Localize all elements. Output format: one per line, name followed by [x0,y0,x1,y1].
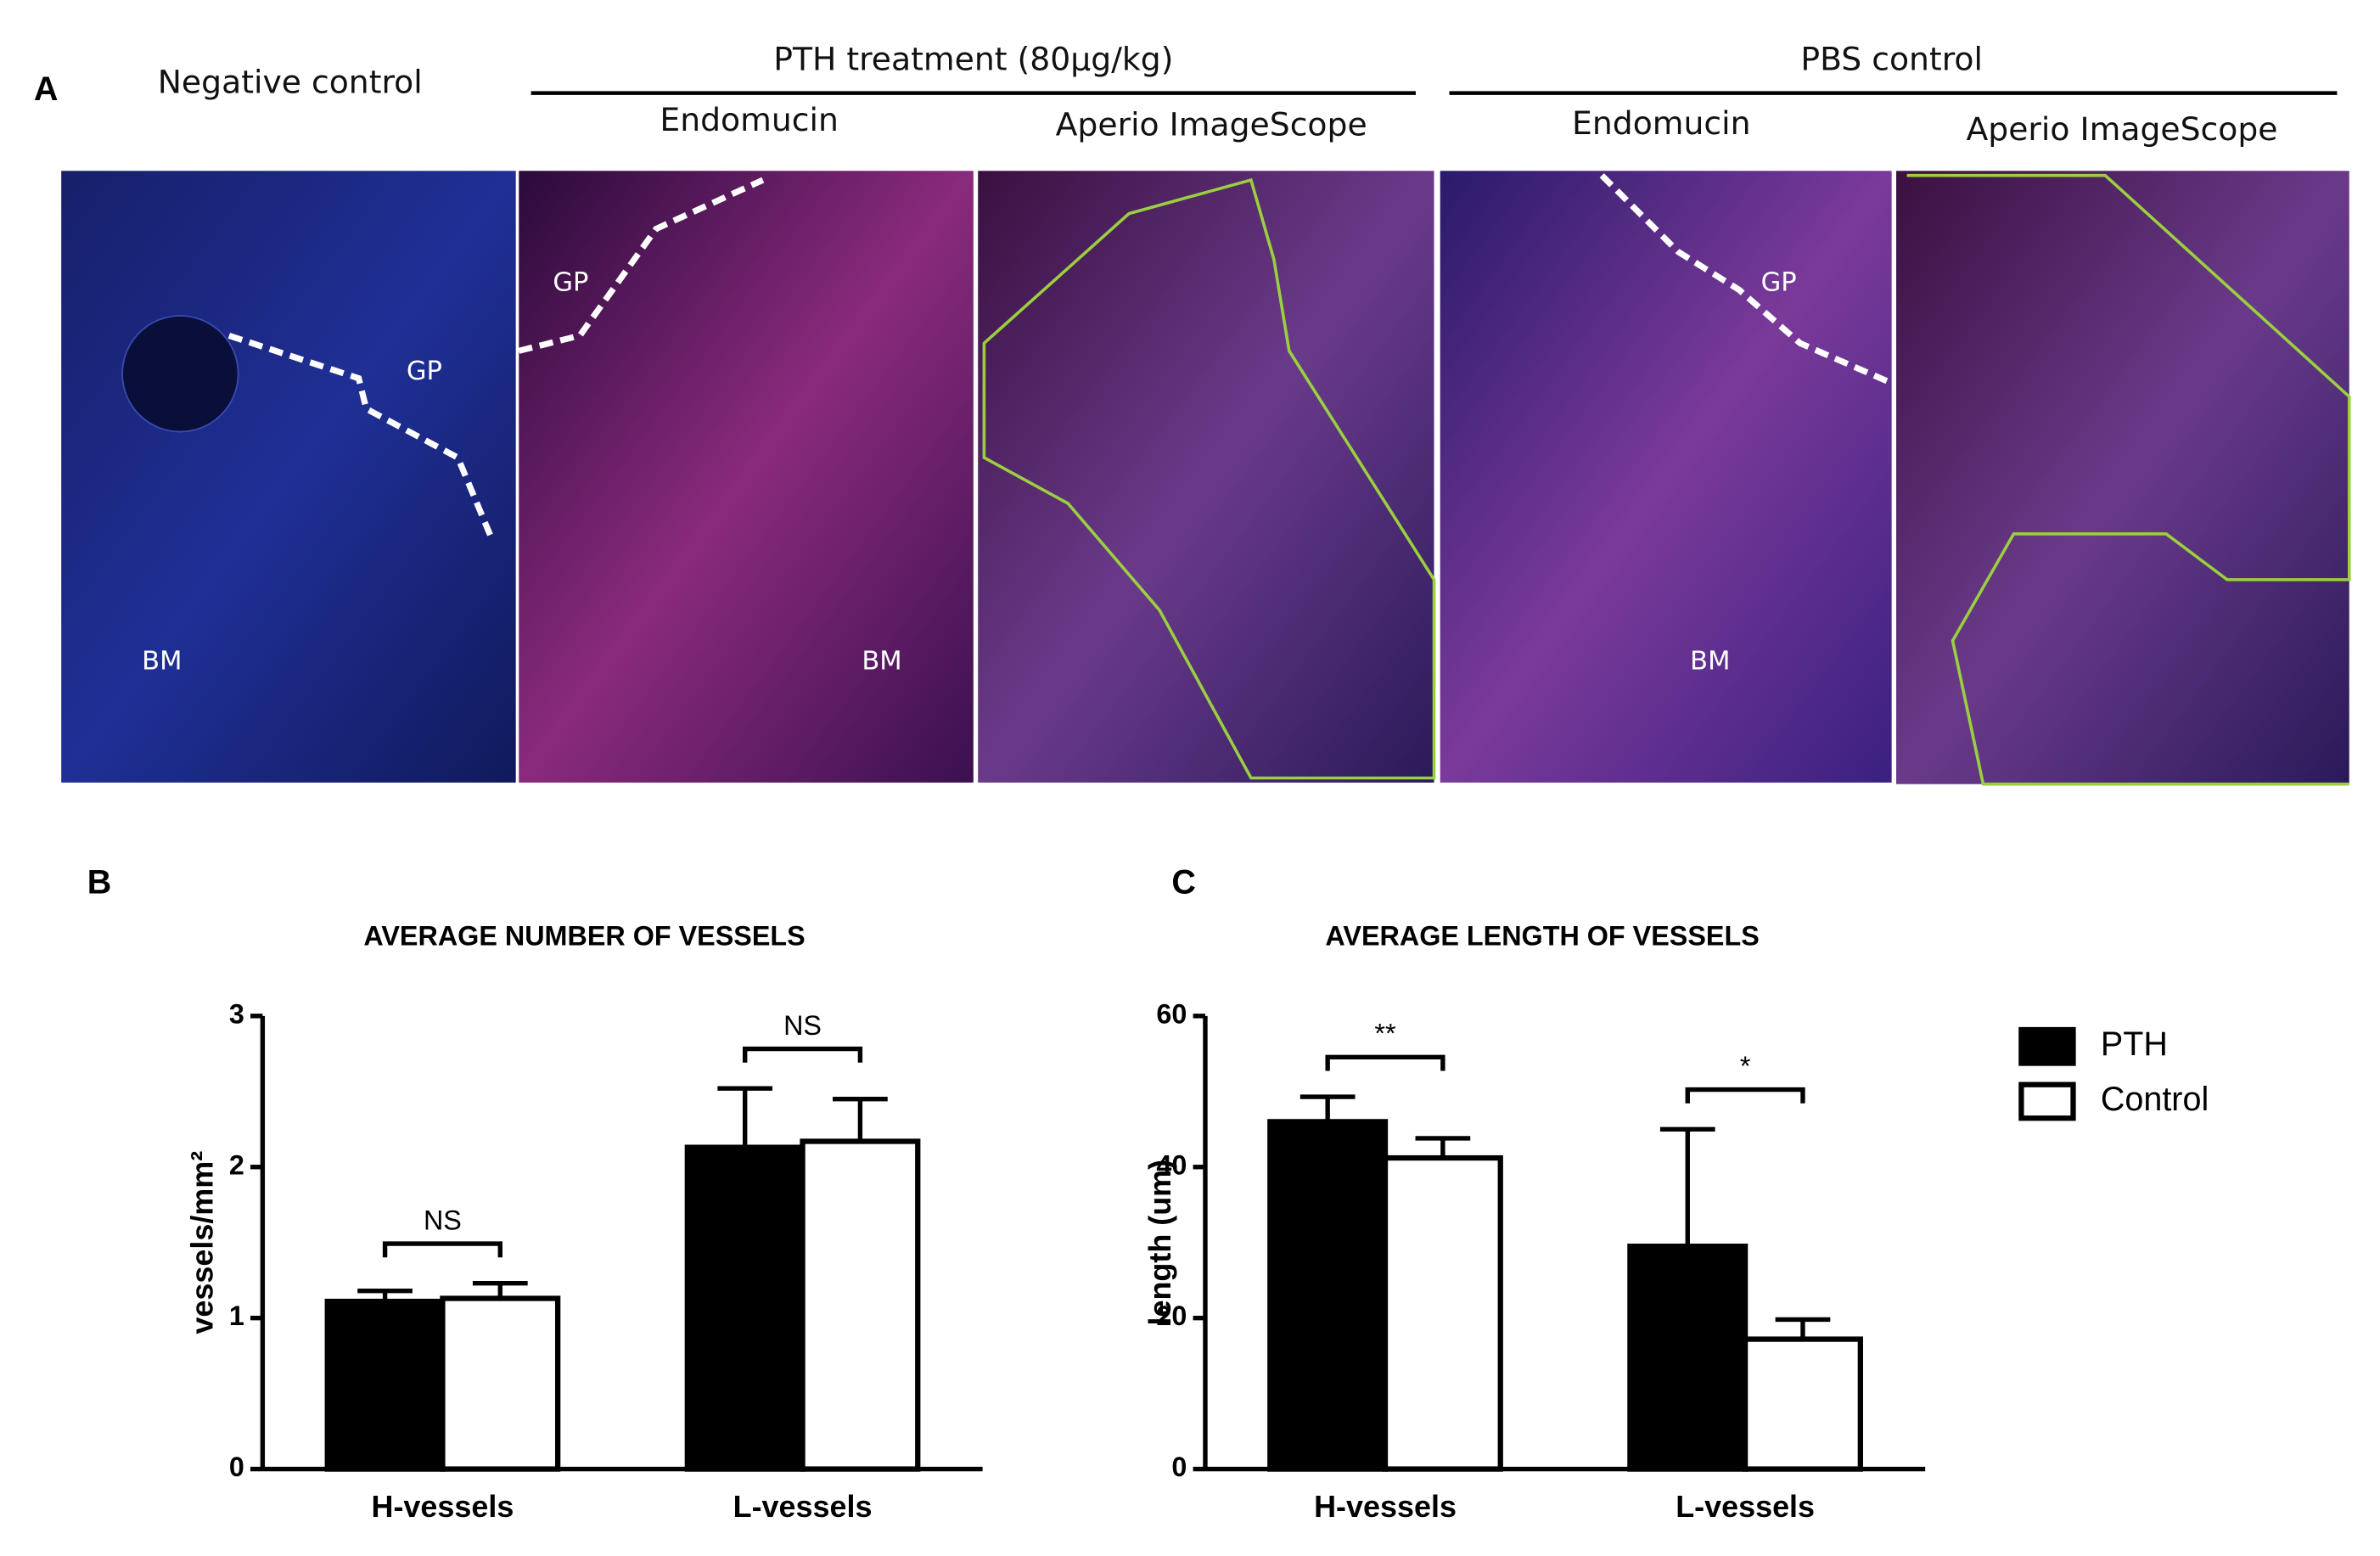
micrograph [519,171,974,783]
image-label: BM [142,646,182,676]
bar [1382,1154,1503,1472]
x-tick-label: L-vessels [733,1489,873,1524]
bar [800,1138,921,1472]
column-title: Aperio ImageScope [1966,110,2277,148]
chart-title: AVERAGE LENGTH OF VESSELS [1325,921,1759,952]
bar [1742,1336,1863,1472]
x-tick-label: L-vessels [1676,1489,1815,1524]
bar [440,1295,561,1472]
boundary-line [227,332,497,543]
image-label: GP [407,357,442,386]
boundary-line [518,177,765,354]
x-tick-label: H-vessels [1314,1489,1457,1524]
micrograph [61,171,516,783]
significance-bracket [382,1241,502,1258]
y-axis-label: vessels/mm² [185,1151,220,1334]
group-title: PTH treatment (80µg/kg) [773,40,1173,77]
boundary-line [1599,173,1896,388]
panel-label: B [87,864,112,902]
column-title: Negative control [158,63,423,100]
bar [1267,1119,1389,1472]
legend-label: PTH [2101,1025,2168,1063]
y-tick-label: 2 [229,1149,244,1180]
micrograph [1896,171,2349,784]
micrograph [1440,171,1892,783]
y-tick-label: 0 [229,1452,244,1482]
image-label: BM [1690,646,1730,676]
bar [324,1298,446,1472]
y-tick-label: 0 [1171,1452,1187,1482]
significance-label: NS [783,1010,822,1041]
legend-swatch [2018,1026,2076,1066]
y-tick-label: 3 [229,998,244,1029]
significance-bracket [1685,1087,1805,1104]
image-label: GP [1761,268,1797,298]
image-label: GP [553,268,588,298]
legend-label: Control [2101,1081,2209,1118]
x-tick-label: H-vessels [372,1489,514,1524]
significance-label: NS [424,1205,462,1235]
bar [684,1144,805,1472]
panel-label: A [34,70,59,108]
panel-label: C [1171,864,1196,902]
column-title: Aperio ImageScope [1056,106,1367,143]
column-title: Endomucin [1572,104,1751,142]
image-label: BM [862,646,901,676]
annotation-outline [1906,173,2351,786]
group-title: PBS control [1800,40,1983,77]
significance-bracket [1325,1054,1445,1071]
y-tick-label: 60 [1156,998,1187,1029]
y-tick-label: 40 [1156,1149,1187,1180]
significance-label: * [1740,1051,1751,1081]
bar [1627,1244,1749,1472]
micrograph [978,171,1434,783]
significance-bracket [742,1046,863,1063]
significance-label: ** [1374,1019,1396,1049]
y-tick-label: 20 [1156,1300,1187,1331]
chart-title: AVERAGE NUMBER OF VESSELS [363,921,805,952]
y-axis-label: length (um) [1142,1160,1177,1326]
annotation-outline [982,177,1436,780]
column-title: Endomucin [660,101,839,138]
y-tick-label: 1 [229,1300,244,1331]
legend-swatch [2018,1081,2076,1121]
micrograph-detail [121,315,239,433]
